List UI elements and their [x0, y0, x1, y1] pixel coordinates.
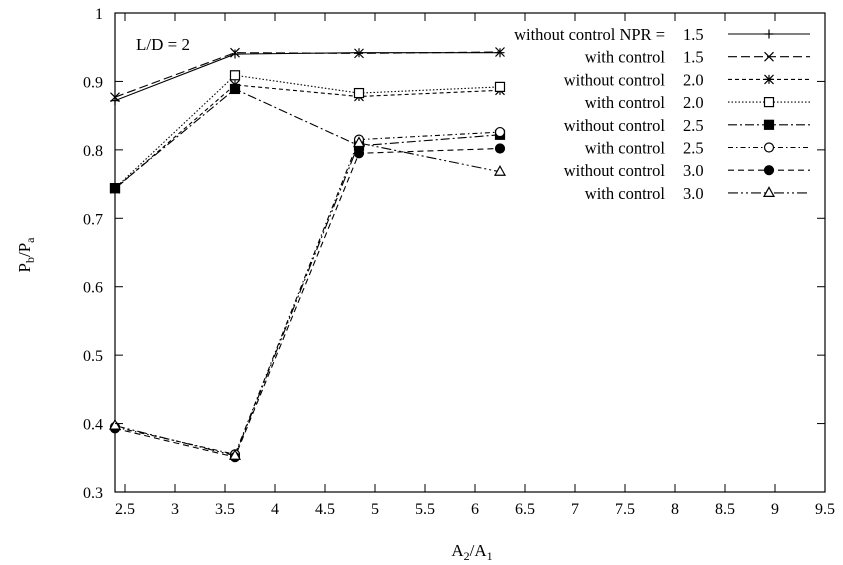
x-tick-label: 8.5 [715, 501, 735, 518]
legend-marker [764, 51, 774, 62]
data-point-s7 [494, 143, 506, 154]
x-tick-label: 5 [371, 501, 379, 518]
x-tick-label: 2.5 [115, 501, 135, 518]
series-line-4 [114, 74, 501, 189]
legend-npr-value: 2.5 [683, 139, 704, 158]
legend-entry-label: without control [564, 161, 666, 180]
x-tick-label: 7 [571, 501, 579, 518]
data-point-s8 [228, 448, 242, 460]
y-tick-label: 0.4 [83, 417, 103, 434]
y-tick-label: 0.3 [83, 485, 103, 502]
x-tick-label: 5.5 [415, 501, 435, 518]
series-line-3 [114, 84, 501, 190]
data-point-s2 [495, 47, 505, 57]
legend-npr-value: 2.0 [683, 93, 704, 112]
data-point-s2 [110, 92, 120, 103]
legend-entry-label: without control NPR = [514, 25, 665, 44]
plot-area-frame [114, 12, 826, 493]
data-point-s4 [494, 81, 506, 93]
series-line-8 [114, 142, 501, 457]
x-axis-label: A2/A1 [451, 541, 492, 563]
legend-npr-value: 2.5 [683, 116, 704, 135]
y-tick-label: 0.6 [83, 280, 103, 297]
legend-marker [762, 186, 776, 197]
x-tick-label: 4.5 [315, 501, 335, 518]
data-point-s8 [352, 136, 366, 148]
legend-entry-label: with control [585, 48, 666, 67]
y-tick-label: 1 [95, 6, 103, 23]
y-tick-label: 0.9 [83, 74, 103, 91]
legend-marker [763, 119, 775, 130]
data-point-s5 [229, 83, 241, 95]
legend-entry-label: without control [564, 116, 666, 135]
y-tick-label: 0.5 [83, 348, 103, 365]
x-tick-label: 4 [271, 501, 279, 518]
x-tick-label: 3 [171, 501, 179, 518]
legend-entry-label: without control [564, 70, 666, 89]
data-point-s4 [353, 87, 365, 99]
legend-entry-label: with control [585, 184, 666, 203]
data-point-s4 [229, 70, 241, 81]
series-line-2 [114, 51, 501, 98]
y-tick-label: 0.8 [83, 143, 103, 160]
legend: without control NPR = 1.5 with control 1.5 w… [514, 25, 810, 203]
legend-entry-label: with control [585, 93, 666, 112]
y-axis-label: Pb/Pa [15, 237, 37, 273]
data-point-s6 [494, 126, 506, 138]
legend-marker [763, 165, 775, 176]
legend-marker [764, 74, 774, 85]
x-tick-label: 3.5 [215, 501, 235, 518]
series-line-7 [114, 147, 501, 458]
data-point-s7 [353, 148, 365, 159]
legend-marker [764, 29, 774, 39]
x-tick-label: 7.5 [615, 501, 635, 518]
x-tick-label: 6 [471, 501, 479, 518]
data-point-s2 [230, 47, 240, 58]
series-line-1 [114, 52, 500, 102]
legend-npr-value: 2.0 [683, 70, 704, 89]
legend-entry-label: with control [585, 139, 666, 158]
x-tick-label: 9 [771, 501, 779, 518]
y-tick-label: 0.7 [83, 211, 103, 228]
legend-npr-value: 3.0 [683, 161, 704, 180]
x-tick-label: 9.5 [815, 501, 835, 518]
legend-npr-value: 1.5 [683, 25, 704, 44]
legend-marker [763, 96, 775, 108]
data-point-s8 [493, 165, 507, 176]
data-point-s8 [108, 418, 122, 430]
series-line-5 [114, 88, 501, 189]
data-point-s5 [109, 183, 121, 194]
x-tick-label: 8 [671, 501, 679, 518]
annotation-label: L/D = 2 [136, 35, 190, 54]
legend-npr-value: 3.0 [683, 184, 704, 203]
legend-npr-value: 1.5 [683, 48, 704, 67]
data-point-s2 [354, 48, 364, 59]
series-line-6 [114, 131, 501, 456]
legend-marker [763, 142, 775, 153]
data-point-s1 [230, 49, 240, 59]
x-tick-label: 6.5 [515, 501, 535, 518]
